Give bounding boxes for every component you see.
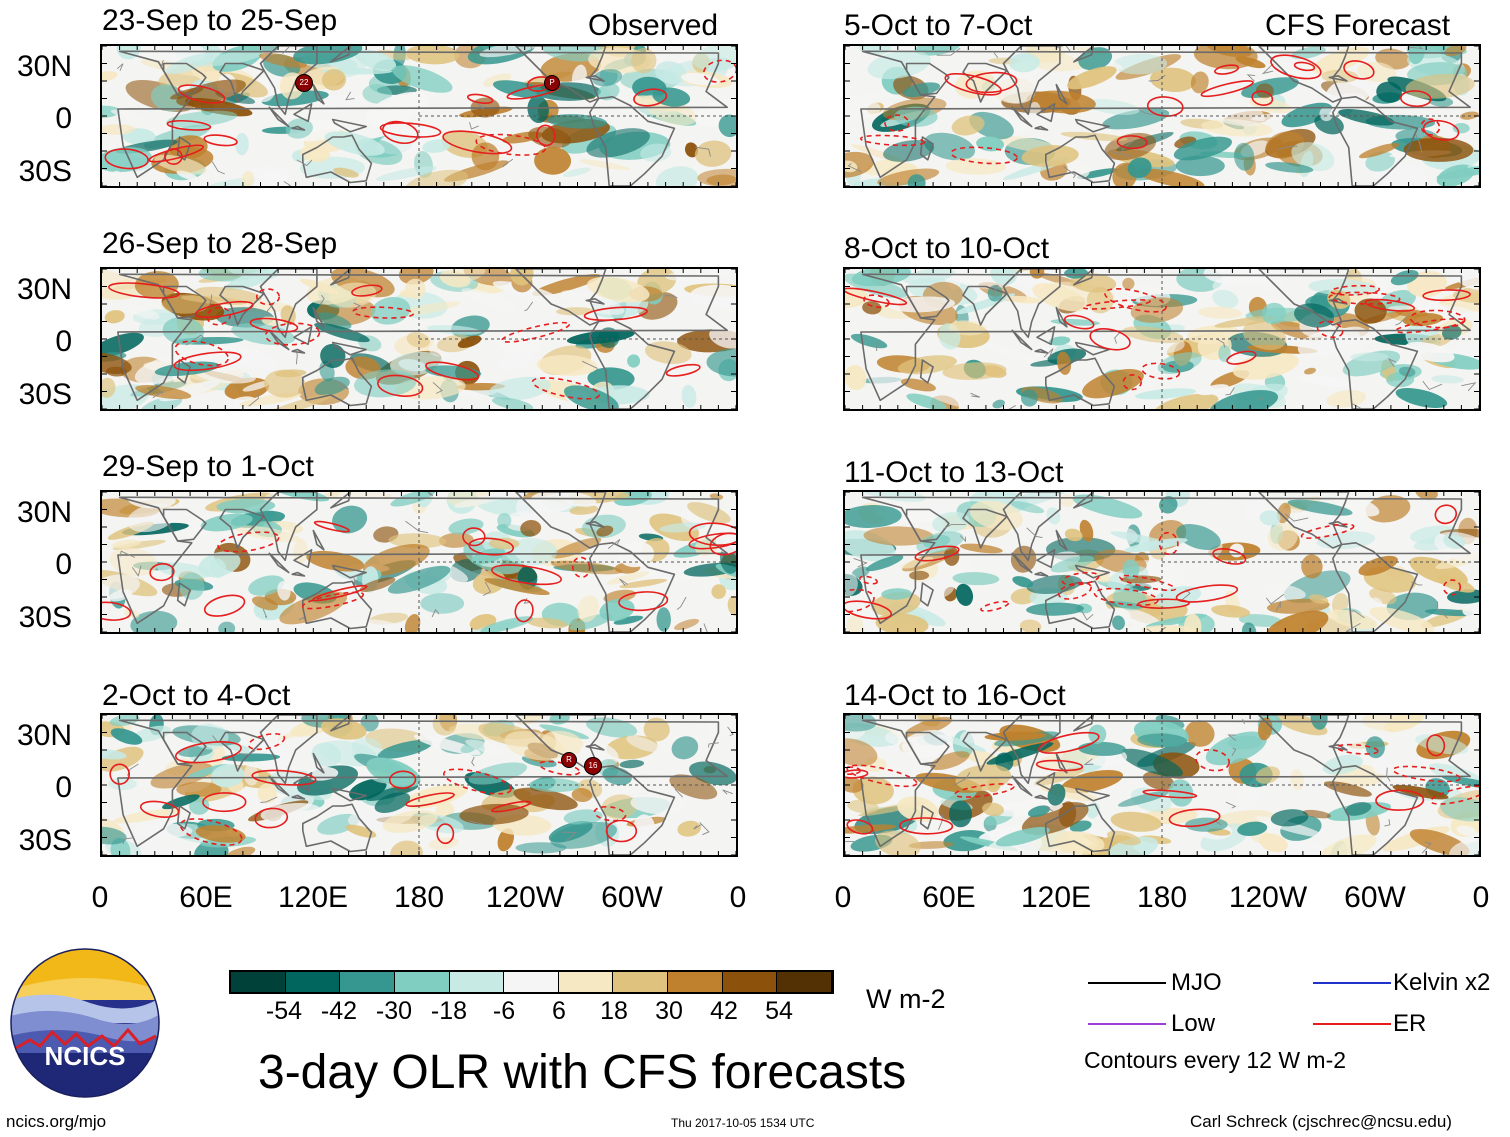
- legend-er-line: [1313, 1023, 1391, 1025]
- panel-title: 5-Oct to 7-Oct: [844, 9, 1033, 42]
- longitude-label: 180: [393, 881, 445, 914]
- latitude-label: 0: [55, 325, 72, 358]
- panel-title: 14-Oct to 16-Oct: [844, 679, 1066, 712]
- footer-timestamp: Thu 2017-10-05 1534 UTC: [671, 1116, 815, 1130]
- latitude-label: 30S: [18, 155, 72, 188]
- olr-map-panel-3: [100, 490, 738, 634]
- colorbar-tick-label: 54: [765, 997, 793, 1025]
- colorbar-tick-label: 6: [552, 997, 566, 1025]
- olr-colorbar: [229, 970, 834, 994]
- panel-title: 2-Oct to 4-Oct: [102, 679, 291, 712]
- footer-credit: Carl Schreck (cjschrec@ncsu.edu): [1190, 1112, 1452, 1131]
- legend-kelvin-label: Kelvin x2: [1393, 969, 1491, 996]
- storm-marker: 22: [295, 74, 313, 92]
- olr-map-panel-1: [100, 44, 738, 188]
- colorbar-tick-label: -30: [375, 997, 413, 1025]
- longitude-label: 0: [91, 881, 109, 914]
- latitude-label: 30S: [18, 824, 72, 857]
- footer-url[interactable]: ncics.org/mjo: [6, 1112, 107, 1131]
- colorbar-tick-label: -6: [492, 997, 516, 1025]
- colorbar-swatch: [231, 972, 286, 992]
- colorbar-swatch: [340, 972, 395, 992]
- legend-low-line: [1088, 1023, 1166, 1025]
- colorbar-tick-label: -42: [320, 997, 358, 1025]
- longitude-label: 0: [1472, 881, 1490, 914]
- contour-note: Contours every 12 W m-2: [1084, 1047, 1347, 1073]
- colorbar-tick-label: -54: [265, 997, 303, 1025]
- olr-map-panel-7: [843, 490, 1481, 634]
- panel-title: 26-Sep to 28-Sep: [102, 227, 338, 260]
- longitude-label: 0: [834, 881, 852, 914]
- latitude-label: 30N: [16, 273, 72, 306]
- longitude-label: 120W: [485, 881, 565, 914]
- colorbar-swatch: [504, 972, 559, 992]
- longitude-label: 60W: [1344, 881, 1406, 914]
- colorbar-tick-label: 18: [600, 997, 628, 1025]
- storm-marker: P: [544, 75, 560, 91]
- legend-low-label: Low: [1171, 1010, 1216, 1037]
- figure-title: 3-day OLR with CFS forecasts: [258, 1046, 907, 1099]
- legend-mjo-line: [1088, 982, 1166, 984]
- ncics-logo: NCICS: [10, 948, 160, 1098]
- cfs-forecast-label: CFS Forecast: [1265, 9, 1451, 42]
- colorbar-tick-label: -18: [430, 997, 468, 1025]
- panel-title: 11-Oct to 13-Oct: [844, 456, 1064, 489]
- storm-marker: 16: [584, 757, 602, 775]
- longitude-label: 120E: [277, 881, 349, 914]
- olr-map-panel-5: [843, 44, 1481, 188]
- colorbar-swatch: [777, 972, 833, 992]
- legend-mjo-label: MJO: [1171, 969, 1222, 996]
- observed-label: Observed: [588, 9, 719, 42]
- latitude-label: 0: [55, 102, 72, 135]
- olr-map-panel-4: [100, 713, 738, 857]
- colorbar-swatch: [613, 972, 669, 992]
- longitude-label: 180: [1136, 881, 1188, 914]
- latitude-label: 30S: [18, 601, 72, 634]
- longitude-label: 60W: [601, 881, 663, 914]
- latitude-label: 30N: [16, 50, 72, 83]
- latitude-label: 30S: [18, 378, 72, 411]
- longitude-label: 120E: [1020, 881, 1092, 914]
- longitude-label: 120W: [1228, 881, 1308, 914]
- panel-title: 29-Sep to 1-Oct: [102, 450, 314, 483]
- colorbar-tick-label: 30: [655, 997, 683, 1025]
- colorbar-swatch: [394, 972, 450, 992]
- panel-title: 8-Oct to 10-Oct: [844, 232, 1050, 265]
- olr-map-panel-6: [843, 267, 1481, 411]
- colorbar-swatch: [668, 972, 723, 992]
- olr-map-panel-8: [843, 713, 1481, 857]
- latitude-label: 0: [55, 548, 72, 581]
- longitude-label: 60E: [179, 881, 233, 914]
- logo-text: NCICS: [44, 1041, 126, 1071]
- olr-map-panel-2: [100, 267, 738, 411]
- latitude-label: 0: [55, 771, 72, 804]
- panel-title: 23-Sep to 25-Sep: [102, 4, 338, 37]
- longitude-label: 60E: [922, 881, 976, 914]
- legend-er-label: ER: [1393, 1010, 1427, 1037]
- storm-marker: R: [561, 752, 577, 768]
- colorbar-swatch: [449, 972, 505, 992]
- colorbar-swatch: [285, 972, 341, 992]
- colorbar-units: W m-2: [866, 984, 946, 1014]
- colorbar-swatch: [558, 972, 614, 992]
- colorbar-swatch: [722, 972, 778, 992]
- legend-kelvin-line: [1313, 982, 1391, 984]
- latitude-label: 30N: [16, 496, 72, 529]
- longitude-label: 0: [729, 881, 747, 914]
- colorbar-tick-label: 42: [710, 997, 738, 1025]
- latitude-label: 30N: [16, 719, 72, 752]
